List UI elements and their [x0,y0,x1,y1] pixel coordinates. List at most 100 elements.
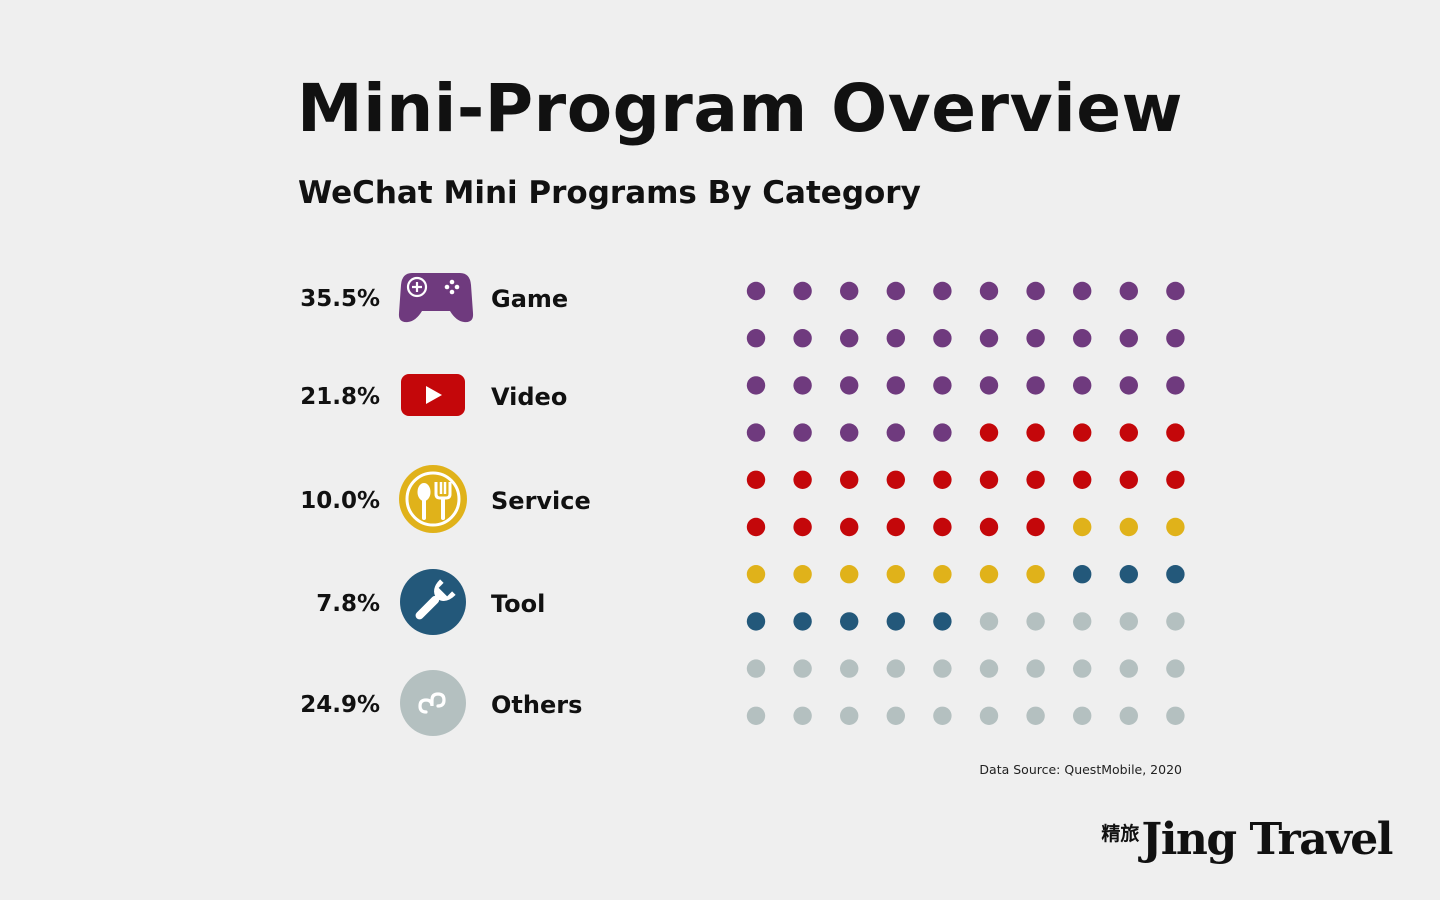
dot-game [1073,329,1092,348]
dot-video [979,517,999,537]
dot-video [746,470,766,489]
dot-tool [1119,565,1139,584]
dot-tool [1166,565,1185,584]
dot-others [746,706,766,725]
dot-video [1026,517,1045,537]
dot-game [746,423,766,442]
dot-others [1166,659,1185,678]
dot-video [979,423,999,442]
chart-title: Mini-Program Overview [297,70,1183,147]
legend-item-game: 35.5% Game [0,264,700,334]
brand-logo: 精旅 Jing Travel [1101,814,1393,865]
dot-others [1073,706,1092,725]
legend-label: Tool [491,590,546,618]
dot-game [793,423,812,442]
dot-tool [746,612,766,631]
dot-game [793,281,812,301]
dot-tool [886,612,905,631]
dot-others [886,659,905,678]
dot-video [840,470,859,489]
spoon-fork-icon [398,464,468,538]
legend-item-tool: 7.8% Tool [0,569,700,639]
dot-game [933,376,952,395]
dot-game [979,329,999,348]
brand-name: Jing Travel [1141,814,1393,865]
dot-game [1166,376,1185,395]
dot-video [886,517,905,537]
dot-others [1119,706,1139,725]
data-source: Data Source: QuestMobile, 2020 [979,762,1182,777]
legend-label: Service [491,487,591,515]
dot-game [1026,329,1045,348]
dot-others [933,706,952,725]
dot-service [886,565,905,584]
dot-service [1166,517,1185,537]
dot-tool [840,612,859,631]
dot-video [933,517,952,537]
dot-game [886,329,905,348]
dot-video [1166,423,1185,442]
brand-chinese: 精旅 [1101,823,1140,845]
dot-others [1073,659,1092,678]
dot-others [1166,612,1185,631]
dot-game [886,376,905,395]
legend-percent: 10.0% [300,488,380,514]
legend-percent: 21.8% [300,384,380,410]
dot-service [1026,565,1045,584]
dot-game [1166,281,1185,301]
dot-game [840,376,859,395]
dot-others [1073,612,1092,631]
dot-service [1073,517,1092,537]
dot-service [746,565,766,584]
legend-label: Game [491,285,569,313]
dot-game [933,423,952,442]
dot-game [979,376,999,395]
legend-percent: 35.5% [300,286,380,312]
dot-others [793,706,812,725]
dot-others [746,659,766,678]
dot-others [979,659,999,678]
dot-game [1119,329,1139,348]
dot-service [1119,517,1139,537]
dot-game [1026,376,1045,395]
legend-item-video: 21.8% Video [0,362,700,432]
legend-item-others: 24.9% Others [0,670,700,740]
dot-video [746,517,766,537]
dot-video [979,470,999,489]
dot-tool [1073,565,1092,584]
dot-game [1166,329,1185,348]
dot-others [840,706,859,725]
dot-video [886,470,905,489]
dot-game [933,281,952,301]
dot-others [1166,706,1185,725]
dot-service [793,565,812,584]
legend-percent: 24.9% [300,692,380,718]
dot-tool [933,612,952,631]
dot-video [1073,470,1092,489]
dot-game [1026,281,1045,301]
dot-service [840,565,859,584]
dot-others [933,659,952,678]
legend-label: Others [491,691,583,719]
play-button-icon [398,371,468,423]
dot-game [840,423,859,442]
dot-video [840,517,859,537]
dot-game [1119,376,1139,395]
dot-service [979,565,999,584]
dot-game [1119,281,1139,301]
dot-game [793,329,812,348]
dot-others [1119,612,1139,631]
dot-others [979,706,999,725]
dot-video [1026,470,1045,489]
dot-others [1026,659,1045,678]
dot-others [793,659,812,678]
dot-others [979,612,999,631]
dot-game [746,281,766,301]
dot-others [840,659,859,678]
dot-game [886,281,905,301]
mini-program-icon [398,668,468,742]
gamepad-icon [398,269,474,329]
dot-game [886,423,905,442]
legend-percent: 7.8% [316,591,380,617]
